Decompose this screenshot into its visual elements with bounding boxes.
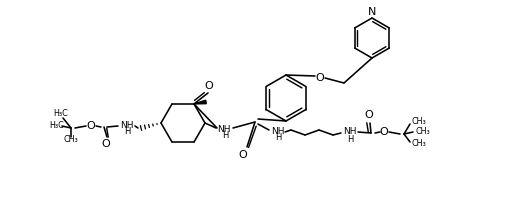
Text: NH: NH bbox=[343, 127, 357, 137]
Text: NH: NH bbox=[217, 124, 231, 134]
Text: O: O bbox=[204, 81, 213, 91]
Text: CH₃: CH₃ bbox=[416, 126, 431, 135]
Text: CH₃: CH₃ bbox=[64, 135, 78, 144]
Text: NH: NH bbox=[120, 120, 134, 129]
Text: O: O bbox=[379, 127, 388, 137]
Text: O: O bbox=[316, 73, 324, 83]
Text: H₃C: H₃C bbox=[53, 109, 68, 118]
Text: CH₃: CH₃ bbox=[412, 140, 427, 149]
Text: H: H bbox=[275, 134, 281, 143]
Text: N: N bbox=[368, 7, 376, 17]
Text: O: O bbox=[87, 121, 95, 131]
Text: O: O bbox=[365, 110, 373, 120]
Text: H: H bbox=[124, 127, 130, 137]
Text: CH₃: CH₃ bbox=[412, 117, 427, 126]
Polygon shape bbox=[194, 100, 206, 104]
Text: H: H bbox=[347, 135, 353, 143]
Text: O: O bbox=[102, 139, 111, 149]
Text: H₃C: H₃C bbox=[49, 120, 64, 129]
Text: NH: NH bbox=[271, 126, 285, 135]
Text: O: O bbox=[239, 150, 248, 160]
Text: H: H bbox=[222, 132, 228, 140]
